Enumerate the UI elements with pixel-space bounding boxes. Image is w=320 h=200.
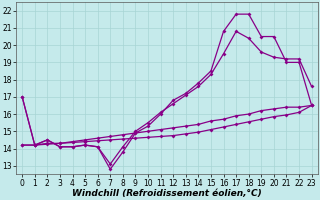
- X-axis label: Windchill (Refroidissement éolien,°C): Windchill (Refroidissement éolien,°C): [72, 189, 262, 198]
